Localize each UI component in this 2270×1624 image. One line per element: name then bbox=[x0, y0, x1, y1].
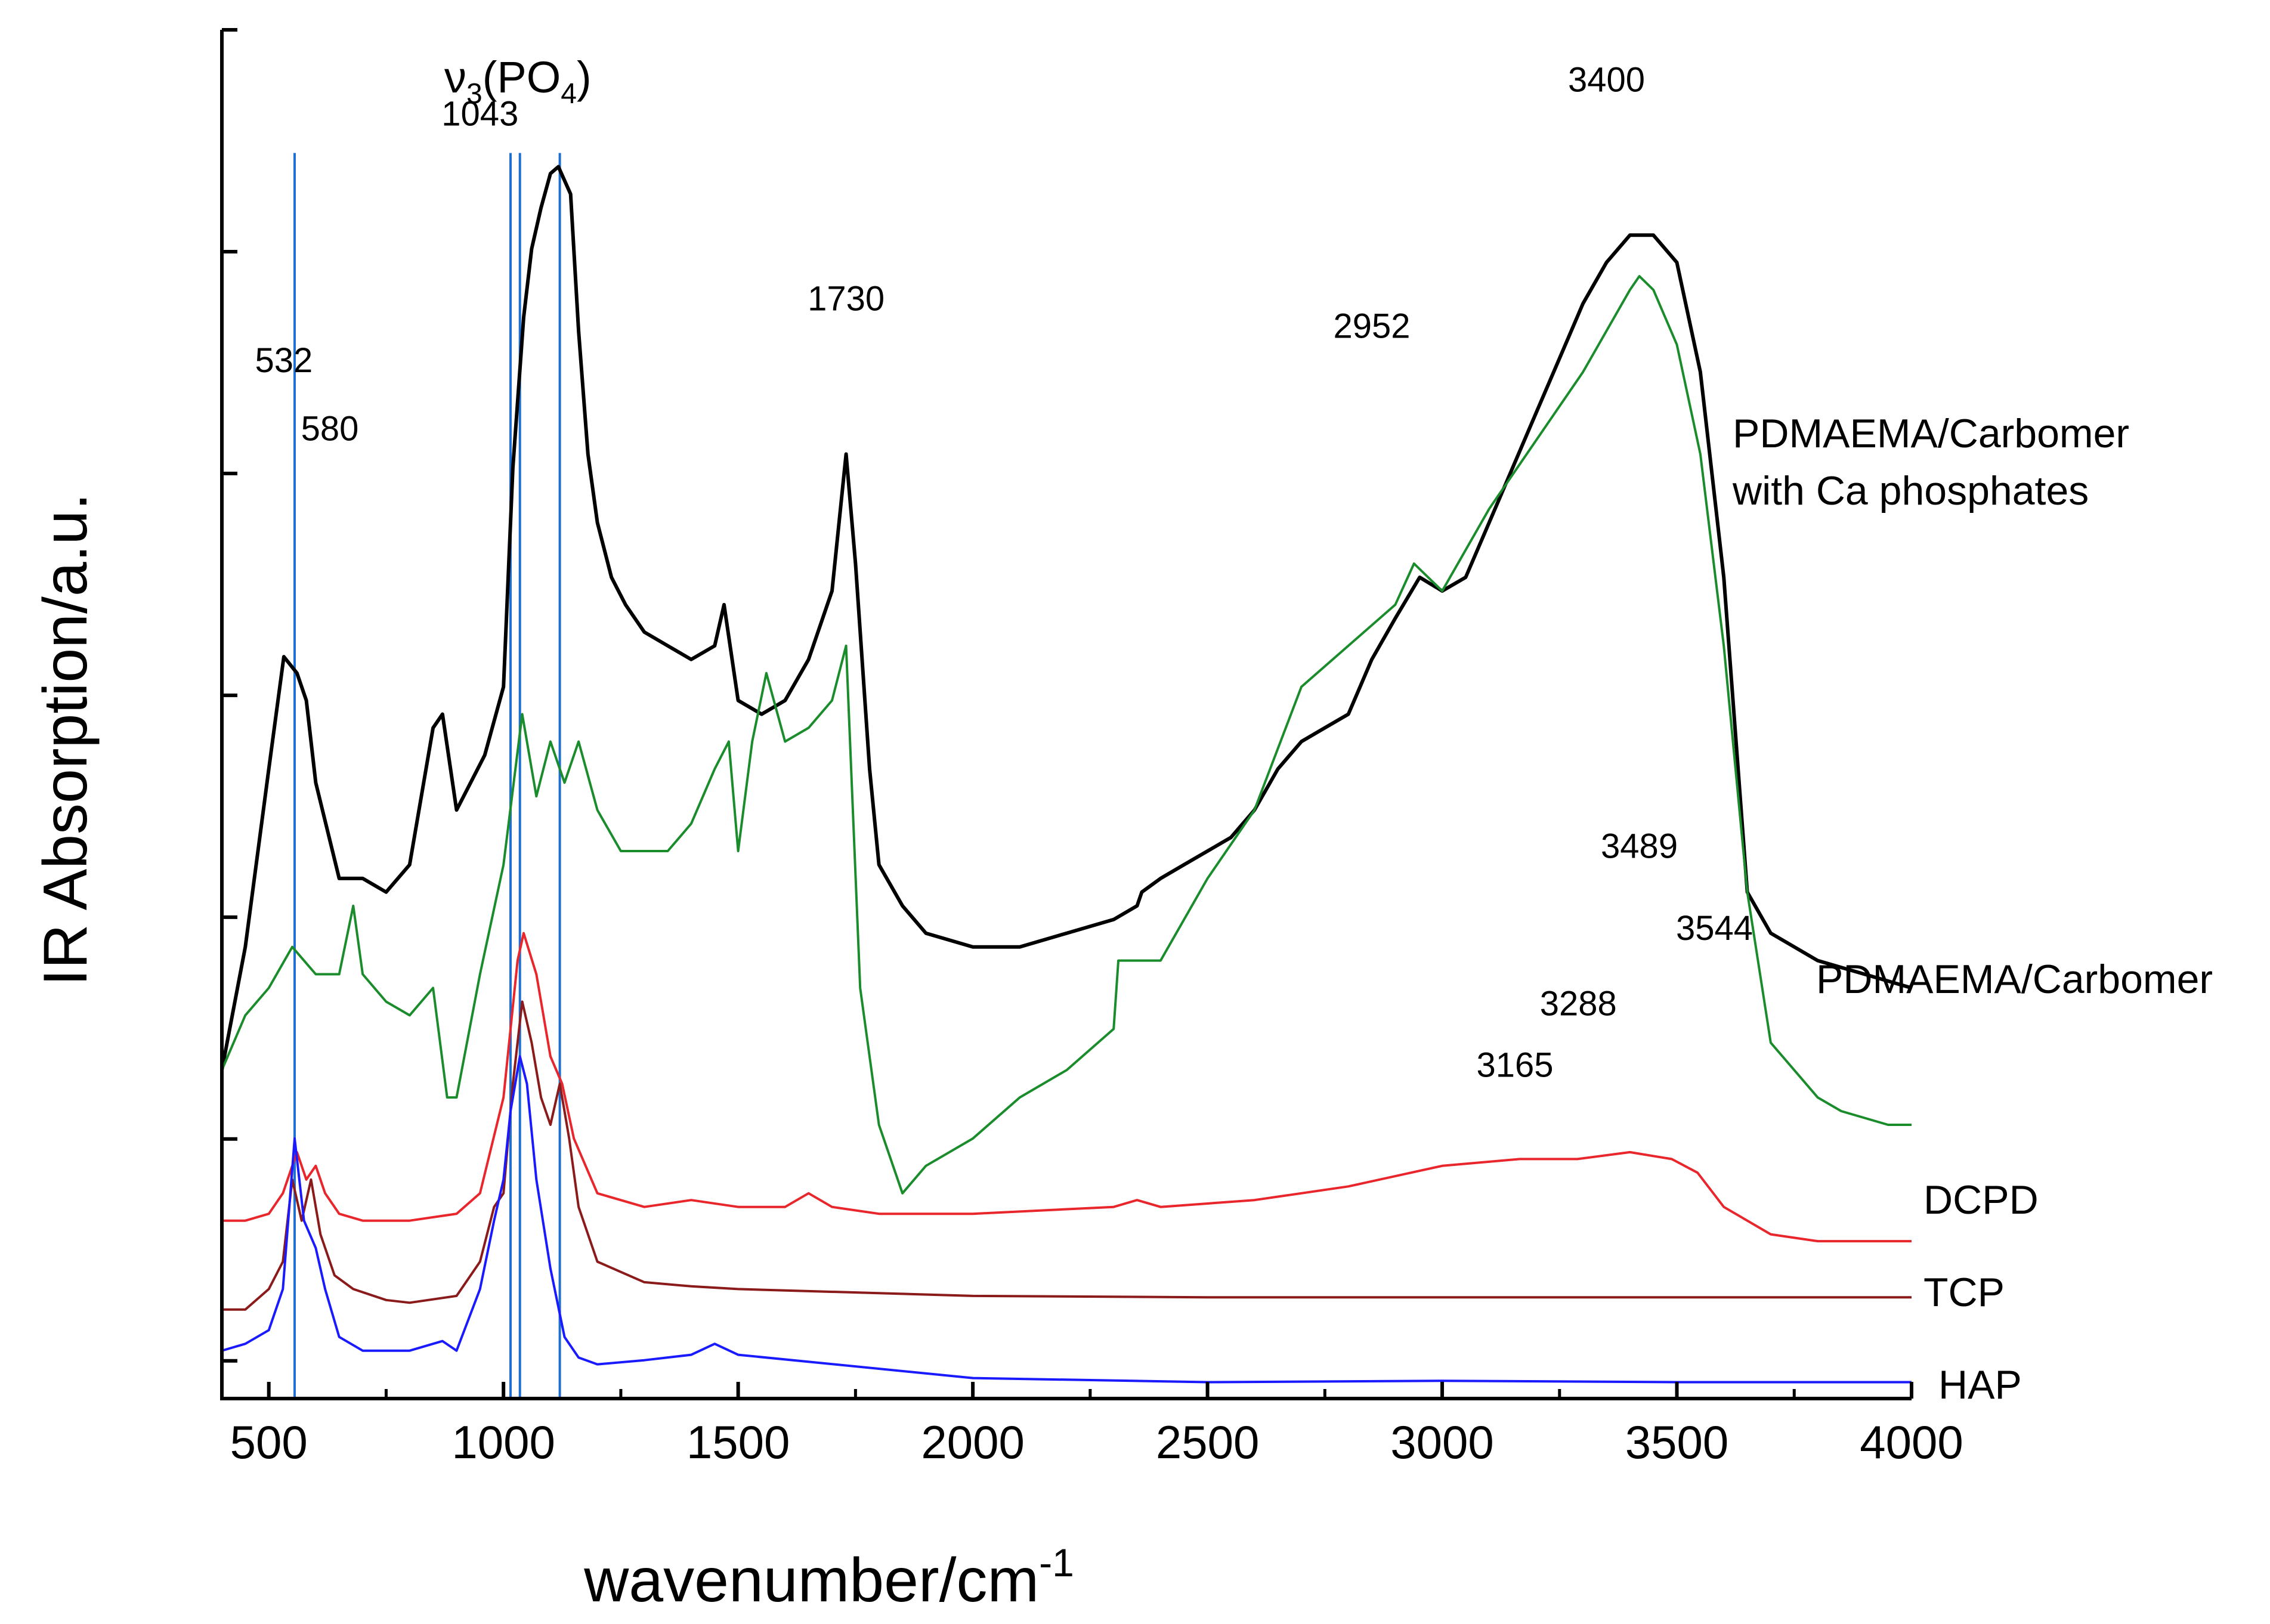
series-label: PDMAEMA/Carbomer bbox=[1816, 957, 2213, 1002]
peak-annotation: 532 bbox=[255, 341, 313, 380]
peak-annotation: 1043 bbox=[441, 95, 518, 134]
x-tick-label: 2500 bbox=[1156, 1416, 1260, 1468]
x-tick-label: 3000 bbox=[1390, 1416, 1494, 1468]
peak-header-nu: ν bbox=[444, 52, 466, 102]
peak-annotation: 3165 bbox=[1477, 1046, 1554, 1085]
peak-annotation: 3400 bbox=[1568, 60, 1645, 99]
series-group bbox=[220, 165, 1912, 1384]
reference-lines bbox=[293, 153, 561, 1399]
peak-annotation: 2952 bbox=[1333, 307, 1410, 345]
peak-header-species-sub: 4 bbox=[561, 78, 577, 110]
peak-header-v3-po4: ν3(PO4) bbox=[444, 52, 592, 110]
x-tick-label: 2000 bbox=[921, 1416, 1025, 1468]
series-label: DCPD bbox=[1923, 1177, 2039, 1223]
series-label: TCP bbox=[1923, 1270, 2005, 1315]
x-tick-label: 500 bbox=[230, 1416, 308, 1468]
series-line-dcpd bbox=[222, 932, 1912, 1243]
peak-annotation: 3544 bbox=[1676, 909, 1753, 948]
annotations: 5325801043111711431730295234003489354432… bbox=[255, 60, 1753, 1085]
series-labels: PDMAEMA/Carbomer with Ca phosphates PDMAEM… bbox=[1732, 411, 2213, 1408]
y-axis-label: IR Absorption/a.u. bbox=[31, 493, 100, 986]
series-label: HAP bbox=[1938, 1362, 2022, 1408]
x-ticks: 500 1000 1500 2000 2500 3000 3500 4000 bbox=[230, 1382, 1963, 1468]
axes: 500 1000 1500 2000 2500 3000 3500 4000 bbox=[220, 28, 1963, 1468]
peak-annotation: 1730 bbox=[808, 279, 885, 318]
x-axis-label: wavenumber/cm-1 bbox=[583, 1541, 1074, 1615]
series-label: PDMAEMA/Carbomer bbox=[1733, 411, 2129, 456]
x-tick-label: 3500 bbox=[1625, 1416, 1729, 1468]
series-line-hap bbox=[221, 1055, 1912, 1384]
peak-header-close: ) bbox=[577, 52, 592, 102]
peak-annotation: 3489 bbox=[1601, 827, 1678, 865]
series-line-pdmaema-carbomer bbox=[221, 275, 1912, 1195]
series-line-pdmaema-carbomer-with-ca-phosphates bbox=[220, 165, 1912, 1071]
x-tick-label: 4000 bbox=[1860, 1416, 1963, 1468]
x-axis-label-superscript: -1 bbox=[1039, 1541, 1074, 1585]
peak-annotation: 580 bbox=[301, 410, 359, 448]
x-axis-label-text: wavenumber/cm bbox=[583, 1546, 1039, 1615]
x-tick-label: 1000 bbox=[451, 1416, 555, 1468]
y-ticks bbox=[222, 28, 237, 1363]
series-line-tcp bbox=[222, 1000, 1912, 1311]
series-label: with Ca phosphates bbox=[1732, 468, 2089, 514]
peak-header-sub: 3 bbox=[466, 78, 483, 110]
x-tick-label: 1500 bbox=[686, 1416, 790, 1468]
peak-annotation: 3288 bbox=[1540, 984, 1617, 1023]
peak-header-species: (PO bbox=[483, 52, 561, 102]
